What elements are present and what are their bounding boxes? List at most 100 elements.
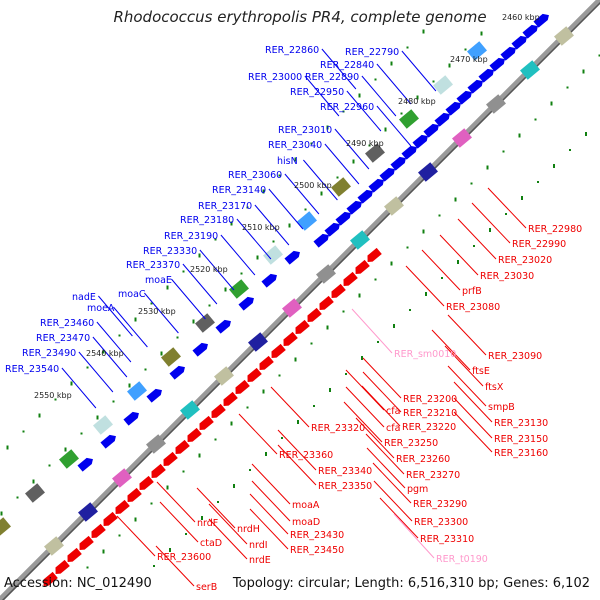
reverse-label-connector <box>116 515 156 557</box>
forward-label-connector <box>113 306 148 348</box>
forward-gene-arrow <box>313 233 329 248</box>
reverse-gene-label: RER_23030 <box>480 271 534 282</box>
forward-gene-label: moaE <box>145 275 172 286</box>
forward-label-connector <box>92 336 128 378</box>
tick-mark <box>224 287 227 292</box>
tick-mark <box>240 272 243 275</box>
forward-label-connector <box>268 188 304 230</box>
reverse-gene-label: serB <box>196 582 217 593</box>
tick-mark <box>182 270 185 273</box>
tick-mark <box>505 213 507 215</box>
forward-gene-label: RER_23490 <box>22 348 76 359</box>
tick-mark <box>310 342 313 345</box>
reverse-gene-arrow <box>331 283 346 298</box>
reverse-gene-label: prfB <box>462 286 482 297</box>
tick-mark <box>32 479 35 484</box>
gene-color-block <box>146 434 166 454</box>
forward-gene-arrow <box>390 156 406 171</box>
reverse-gene-arrow <box>199 415 214 430</box>
gene-color-block <box>44 536 64 556</box>
tick-mark <box>368 144 371 147</box>
reverse-gene-label: moaD <box>292 517 320 528</box>
gene-color-block <box>467 41 487 61</box>
reverse-gene-label: RER_23250 <box>384 438 438 449</box>
tick-mark <box>409 309 411 311</box>
reverse-gene-arrow <box>55 559 70 574</box>
forward-gene-label: RER_23330 <box>143 246 197 257</box>
tick-mark <box>566 86 569 89</box>
forward-gene-arrow <box>77 457 93 472</box>
tick-mark <box>6 445 9 450</box>
forward-gene-arrow <box>423 123 439 138</box>
tick-mark <box>585 132 587 136</box>
tick-mark <box>112 400 115 403</box>
tick-mark <box>294 157 297 162</box>
reverse-label-connector <box>447 314 487 356</box>
tick-mark <box>320 191 323 196</box>
forward-label-connector <box>284 173 320 215</box>
forward-label-connector <box>304 75 340 117</box>
tick-mark <box>569 149 571 151</box>
forward-gene-label: moeA <box>87 303 115 314</box>
tick-mark <box>406 46 409 49</box>
reverse-label-connector <box>345 369 385 411</box>
reverse-gene-label: RER_23340 <box>318 466 372 477</box>
reverse-label-connector <box>453 397 493 439</box>
tick-mark <box>198 253 201 258</box>
reverse-label-connector <box>366 447 406 489</box>
forward-gene-label: RER_22790 <box>345 47 399 58</box>
tick-mark <box>214 438 217 441</box>
reverse-gene-label: RER_23360 <box>279 450 333 461</box>
tick-mark <box>521 196 523 200</box>
tick-mark <box>326 125 329 130</box>
tick-mark <box>470 182 473 185</box>
forward-gene-label: nadE <box>72 292 96 303</box>
tick-mark <box>272 240 275 243</box>
reverse-gene-label: RER_22990 <box>512 239 566 250</box>
reverse-gene-arrow <box>211 403 226 418</box>
forward-label-connector <box>324 143 360 185</box>
gene-color-block <box>418 162 438 182</box>
gene-color-block <box>161 347 181 367</box>
forward-gene-arrow <box>357 189 373 204</box>
reverse-gene-label: RER_23430 <box>290 530 344 541</box>
tick-mark <box>256 255 259 260</box>
tick-mark <box>0 511 3 516</box>
gene-color-block <box>78 502 98 522</box>
reverse-gene-label: RER_23320 <box>311 423 365 434</box>
tick-mark <box>502 150 505 153</box>
reverse-gene-arrow <box>139 475 154 490</box>
reverse-gene-label: RER_23310 <box>420 534 474 545</box>
reverse-label-connector <box>421 249 461 291</box>
tick-mark <box>489 228 491 232</box>
reverse-gene-label: RER_23080 <box>446 302 500 313</box>
forward-label-connector <box>346 90 382 132</box>
gene-color-block <box>214 366 234 386</box>
reverse-gene-label: RER_23290 <box>413 499 467 510</box>
reverse-gene-arrow <box>235 379 250 394</box>
gene-color-block <box>263 245 283 265</box>
tick-mark <box>153 565 155 567</box>
rna-label-connector <box>393 513 435 559</box>
tick-mark <box>262 189 265 194</box>
tick-mark <box>217 501 219 503</box>
tick-mark <box>358 293 361 298</box>
tick-mark <box>582 69 585 74</box>
forward-gene-label: RER_22960 <box>320 102 374 113</box>
tick-mark <box>342 110 345 113</box>
forward-gene-arrow <box>500 46 516 61</box>
tick-mark <box>345 373 347 375</box>
gene-color-block <box>297 211 317 231</box>
tick-mark <box>214 238 217 241</box>
tick-mark <box>265 452 267 456</box>
rna-gene-label: RER_sm0010 <box>394 349 456 360</box>
tick-mark <box>422 229 425 234</box>
reverse-label-connector <box>379 497 419 539</box>
tick-mark <box>201 516 203 520</box>
tick-mark <box>518 133 521 138</box>
tick-mark <box>297 420 299 424</box>
reverse-label-connector <box>343 401 383 443</box>
reverse-label-connector <box>251 480 291 522</box>
reverse-label-connector <box>453 381 493 423</box>
